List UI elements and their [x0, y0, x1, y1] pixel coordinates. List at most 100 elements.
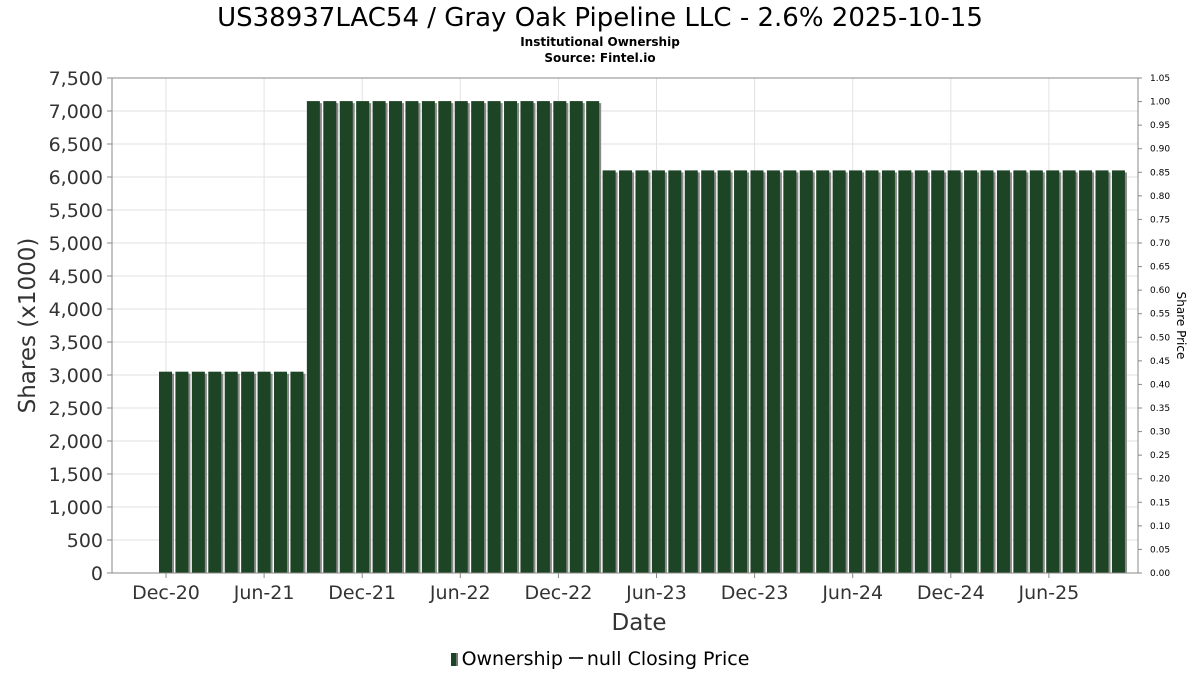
ownership-bar — [536, 101, 550, 573]
ownership-bar — [356, 101, 370, 573]
y-tick-label: 2,500 — [49, 398, 103, 420]
y-tick-label: 4,500 — [49, 266, 103, 288]
y2-tick-label: 0.45 — [1150, 357, 1170, 367]
y2-tick-label: 0.20 — [1150, 475, 1170, 485]
y-tick-label: 7,000 — [49, 101, 103, 123]
ownership-bar — [766, 170, 780, 573]
ownership-bar — [471, 101, 485, 573]
ownership-bar — [224, 371, 238, 573]
y2-tick-label: 0.75 — [1150, 215, 1170, 225]
y-tick-label: 5,000 — [49, 233, 103, 255]
ownership-bar — [849, 170, 863, 573]
y-tick-label: 7,500 — [49, 68, 103, 90]
ownership-bar — [1095, 170, 1109, 573]
ownership-bar — [914, 170, 928, 573]
ownership-bar — [734, 170, 748, 573]
chart-subtitle: Institutional Ownership — [520, 35, 680, 49]
y-tick-label: 4,000 — [49, 299, 103, 321]
ownership-bar — [750, 170, 764, 573]
ownership-bar — [619, 170, 633, 573]
y2-tick-label: 0.90 — [1150, 145, 1170, 155]
y2-tick-label: 0.10 — [1150, 522, 1170, 532]
ownership-bar — [191, 371, 205, 573]
y2-tick-label: 0.85 — [1150, 168, 1170, 178]
ownership-bar — [717, 170, 731, 573]
x-tick-label: Dec-20 — [132, 582, 200, 604]
ownership-bar — [274, 371, 288, 573]
y-tick-label: 6,500 — [49, 134, 103, 156]
ownership-bar — [405, 101, 419, 573]
y2-tick-label: 0.25 — [1150, 451, 1170, 461]
ownership-bar — [241, 371, 255, 573]
y-tick-label: 6,000 — [49, 167, 103, 189]
y-tick-label: 3,000 — [49, 365, 103, 387]
ownership-bar — [208, 371, 222, 573]
y-tick-label: 2,000 — [49, 431, 103, 453]
ownership-bar — [1046, 170, 1060, 573]
ownership-legend-label: Ownership — [461, 648, 563, 670]
ownership-bar — [684, 170, 698, 573]
ownership-bar — [1079, 170, 1093, 573]
y2-tick-label: 0.40 — [1150, 380, 1170, 390]
ownership-bar — [783, 170, 797, 573]
ownership-bar — [701, 170, 715, 573]
y2-tick-label: 0.35 — [1150, 404, 1170, 414]
ownership-bar — [586, 101, 600, 573]
chart-legend: Ownership null Closing Price — [0, 647, 1200, 671]
y2-tick-label: 0.55 — [1150, 310, 1170, 320]
y2-tick-label: 0.70 — [1150, 239, 1170, 249]
x-tick-label: Dec-22 — [524, 582, 592, 604]
y2-tick-label: 0.50 — [1150, 333, 1170, 343]
ownership-bar — [569, 101, 583, 573]
y-tick-label: 3,500 — [49, 332, 103, 354]
plot-border — [111, 77, 1139, 574]
ownership-bar — [389, 101, 403, 573]
y-tick-label: 5,500 — [49, 200, 103, 222]
ownership-bar — [635, 170, 649, 573]
y-tick-label: 1,500 — [49, 464, 103, 486]
ownership-bar — [947, 170, 961, 573]
y2-tick-label: 1.00 — [1150, 98, 1170, 108]
y2-tick-label: 0.15 — [1150, 498, 1170, 508]
x-tick-label: Dec-23 — [721, 582, 789, 604]
ownership-bar — [504, 101, 518, 573]
ownership-bar — [602, 170, 616, 573]
ownership-bar — [832, 170, 846, 573]
ownership-bar — [487, 101, 501, 573]
ownership-bar — [1013, 170, 1027, 573]
x-tick-label: Dec-21 — [328, 582, 396, 604]
ownership-bar — [339, 101, 353, 573]
ownership-bar — [372, 101, 386, 573]
ownership-bar — [438, 101, 452, 573]
x-tick-label: Jun-24 — [821, 582, 883, 604]
y2-tick-label: 0.65 — [1150, 263, 1170, 273]
ownership-bar — [816, 170, 830, 573]
ownership-bar — [931, 170, 945, 573]
y2-tick-label: 0.00 — [1150, 569, 1170, 579]
ownership-bar — [1111, 170, 1125, 573]
ownership-bar — [996, 170, 1010, 573]
price-legend-label: null Closing Price — [586, 648, 750, 670]
chart-title: US38937LAC54 / Gray Oak Pipeline LLC - 2… — [217, 3, 983, 33]
y-tick-label: 1,000 — [49, 497, 103, 519]
y2-tick-label: 0.60 — [1150, 286, 1170, 296]
y2-tick-label: 0.05 — [1150, 545, 1170, 555]
ownership-bar — [964, 170, 978, 573]
x-tick-label: Jun-22 — [429, 582, 491, 604]
y-tick-label: 500 — [67, 530, 103, 552]
price-legend-line — [568, 657, 583, 659]
ownership-bar — [651, 170, 665, 573]
x-tick-label: Jun-21 — [233, 582, 295, 604]
ownership-bar — [257, 371, 271, 573]
x-tick-label: Dec-24 — [917, 582, 985, 604]
x-tick-label: Jun-25 — [1018, 582, 1080, 604]
ownership-bar — [553, 101, 567, 573]
ownership-bar — [865, 170, 879, 573]
ownership-bar — [323, 101, 337, 573]
ownership-bar — [1029, 170, 1043, 573]
ownership-legend-swatch — [450, 653, 458, 666]
x-axis-label: Date — [612, 610, 667, 636]
x-tick-label: Jun-23 — [625, 582, 687, 604]
y2-axis-label: Share Price — [1174, 292, 1188, 360]
